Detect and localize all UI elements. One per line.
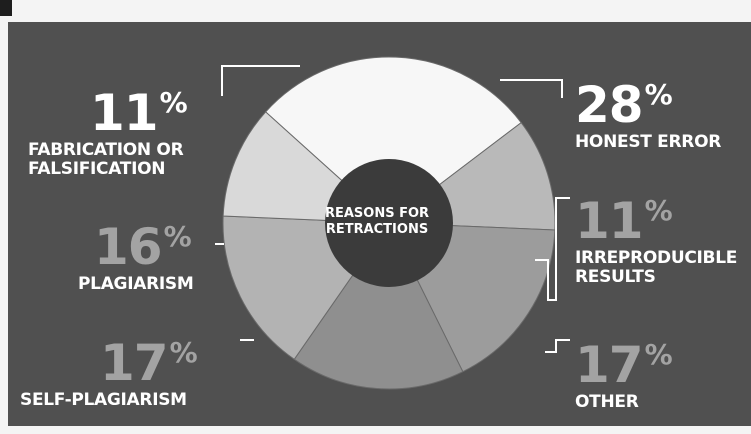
category-label-honest-error: HONEST ERROR bbox=[575, 132, 722, 152]
slice-label-irreproducible-results: 11% IRREPRODUCIBLE RESULTS bbox=[575, 196, 737, 286]
data-label-other: 17% bbox=[575, 336, 673, 394]
center-label-line-1: REASONS FOR bbox=[324, 206, 430, 221]
category-label-other: OTHER bbox=[575, 392, 639, 412]
data-label-honest-error: 28% bbox=[575, 76, 673, 134]
slice-label-self-plagiarism: 17% SELF-PLAGIARISM bbox=[20, 334, 198, 410]
leader-line-fabrication-or-falsification bbox=[221, 65, 300, 96]
slice-label-plagiarism: 16% PLAGIARISM bbox=[78, 218, 194, 294]
data-label-plagiarism: 16% bbox=[94, 218, 192, 276]
category-label-plagiarism: PLAGIARISM bbox=[78, 274, 194, 294]
pie-slice-self-plagiarism bbox=[293, 222, 464, 390]
slice-label-honest-error: 28% HONEST ERROR bbox=[575, 80, 721, 151]
pie-slice-honest-error bbox=[264, 56, 522, 224]
donut-hole bbox=[325, 159, 453, 287]
category-label-fabrication-line-1: FABRICATION OR bbox=[28, 140, 184, 160]
center-label-line-2: RETRACTIONS bbox=[325, 222, 429, 237]
leader-line-other bbox=[545, 339, 570, 353]
corner-mark bbox=[0, 0, 12, 16]
leader-line-honest-error bbox=[500, 79, 563, 98]
center-label: REASONS FOR RETRACTIONS bbox=[312, 206, 442, 238]
data-label-irreproducible-results: 11% bbox=[575, 192, 673, 250]
data-label-self-plagiarism: 17% bbox=[100, 334, 198, 392]
slice-label-fabrication-or-falsification: 11% FABRICATION OR FALSIFICATION bbox=[28, 84, 188, 179]
category-label-irreproducible-results-line-2: RESULTS bbox=[575, 267, 656, 287]
category-label-irreproducible-results-line-1: IRREPRODUCIBLE bbox=[575, 248, 738, 268]
category-label-self-plagiarism: SELF-PLAGIARISM bbox=[20, 390, 187, 410]
leader-line-irreproducible-results bbox=[535, 197, 570, 301]
slice-label-other: 17% OTHER bbox=[575, 336, 673, 412]
category-label-fabrication-line-2: FALSIFICATION bbox=[28, 159, 166, 179]
data-label-fabrication-or-falsification: 11% bbox=[90, 84, 188, 142]
